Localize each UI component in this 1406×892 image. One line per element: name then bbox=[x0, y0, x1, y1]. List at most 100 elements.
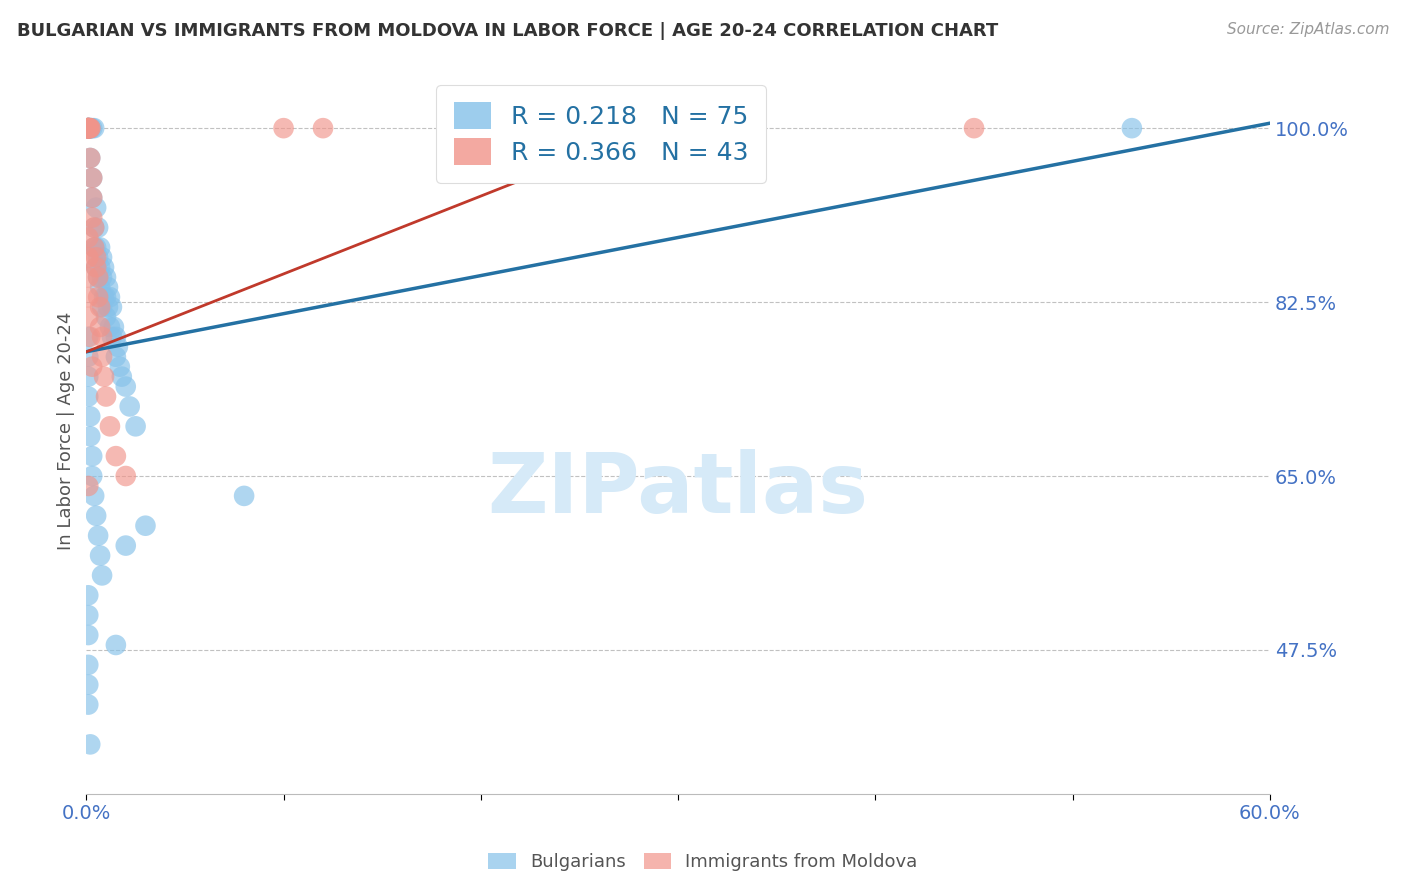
Point bbox=[114, 379, 136, 393]
Point bbox=[108, 359, 131, 374]
Point bbox=[77, 121, 100, 136]
Point bbox=[97, 280, 120, 294]
Point bbox=[83, 489, 105, 503]
Point bbox=[104, 449, 127, 463]
Point bbox=[93, 290, 115, 304]
Point bbox=[87, 220, 110, 235]
Point bbox=[79, 737, 101, 751]
Text: ZIPatlas: ZIPatlas bbox=[488, 449, 869, 530]
Point bbox=[94, 290, 117, 304]
Point bbox=[91, 270, 114, 285]
Point bbox=[89, 280, 111, 294]
Point bbox=[114, 469, 136, 483]
Point bbox=[104, 638, 127, 652]
Point bbox=[91, 568, 114, 582]
Point bbox=[84, 508, 107, 523]
Point bbox=[77, 628, 100, 642]
Point bbox=[82, 121, 104, 136]
Point bbox=[134, 518, 156, 533]
Point bbox=[82, 469, 104, 483]
Point bbox=[79, 409, 101, 424]
Point bbox=[1121, 121, 1143, 136]
Point bbox=[82, 359, 104, 374]
Point bbox=[87, 251, 110, 265]
Point bbox=[77, 698, 100, 712]
Point bbox=[98, 419, 121, 434]
Point bbox=[77, 121, 100, 136]
Point bbox=[79, 330, 101, 344]
Point bbox=[89, 260, 111, 275]
Point bbox=[94, 390, 117, 404]
Point bbox=[77, 479, 100, 493]
Point bbox=[77, 270, 100, 285]
Y-axis label: In Labor Force | Age 20-24: In Labor Force | Age 20-24 bbox=[58, 312, 75, 550]
Point bbox=[273, 121, 295, 136]
Point bbox=[83, 121, 105, 136]
Point bbox=[233, 489, 256, 503]
Point bbox=[91, 350, 114, 364]
Point bbox=[77, 608, 100, 623]
Point bbox=[87, 290, 110, 304]
Point bbox=[77, 121, 100, 136]
Point bbox=[84, 240, 107, 254]
Point bbox=[77, 290, 100, 304]
Point bbox=[79, 151, 101, 165]
Point bbox=[89, 240, 111, 254]
Point bbox=[79, 429, 101, 443]
Point bbox=[568, 121, 591, 136]
Point bbox=[118, 400, 141, 414]
Point bbox=[87, 270, 110, 285]
Point bbox=[77, 678, 100, 692]
Point bbox=[87, 529, 110, 543]
Point bbox=[79, 121, 101, 136]
Point bbox=[77, 230, 100, 244]
Point bbox=[77, 121, 100, 136]
Point bbox=[93, 369, 115, 384]
Point bbox=[84, 201, 107, 215]
Point bbox=[83, 240, 105, 254]
Point bbox=[91, 251, 114, 265]
Point bbox=[103, 320, 125, 334]
Point bbox=[91, 330, 114, 344]
Point bbox=[77, 588, 100, 602]
Point bbox=[77, 121, 100, 136]
Point bbox=[89, 300, 111, 314]
Point bbox=[82, 170, 104, 185]
Text: BULGARIAN VS IMMIGRANTS FROM MOLDOVA IN LABOR FORCE | AGE 20-24 CORRELATION CHAR: BULGARIAN VS IMMIGRANTS FROM MOLDOVA IN … bbox=[17, 22, 998, 40]
Point bbox=[93, 260, 115, 275]
Point bbox=[83, 220, 105, 235]
Point bbox=[107, 340, 129, 354]
Point bbox=[83, 220, 105, 235]
Point bbox=[470, 121, 492, 136]
Point bbox=[91, 300, 114, 314]
Point bbox=[77, 369, 100, 384]
Point bbox=[114, 539, 136, 553]
Point bbox=[84, 260, 107, 275]
Point bbox=[82, 211, 104, 225]
Point bbox=[83, 240, 105, 254]
Point bbox=[79, 121, 101, 136]
Point bbox=[89, 320, 111, 334]
Point bbox=[77, 330, 100, 344]
Point bbox=[312, 121, 335, 136]
Point bbox=[77, 310, 100, 324]
Point bbox=[104, 330, 127, 344]
Point bbox=[627, 121, 650, 136]
Point bbox=[101, 330, 124, 344]
Point bbox=[84, 260, 107, 275]
Point bbox=[87, 270, 110, 285]
Point bbox=[77, 390, 100, 404]
Point bbox=[84, 251, 107, 265]
Point bbox=[77, 121, 100, 136]
Point bbox=[98, 290, 121, 304]
Point bbox=[79, 121, 101, 136]
Legend: Bulgarians, Immigrants from Moldova: Bulgarians, Immigrants from Moldova bbox=[481, 846, 925, 879]
Point bbox=[963, 121, 986, 136]
Point bbox=[97, 300, 120, 314]
Point bbox=[79, 151, 101, 165]
Point bbox=[89, 549, 111, 563]
Point bbox=[124, 419, 146, 434]
Point bbox=[82, 191, 104, 205]
Legend: R = 0.218   N = 75, R = 0.366   N = 43: R = 0.218 N = 75, R = 0.366 N = 43 bbox=[436, 85, 766, 183]
Point bbox=[82, 191, 104, 205]
